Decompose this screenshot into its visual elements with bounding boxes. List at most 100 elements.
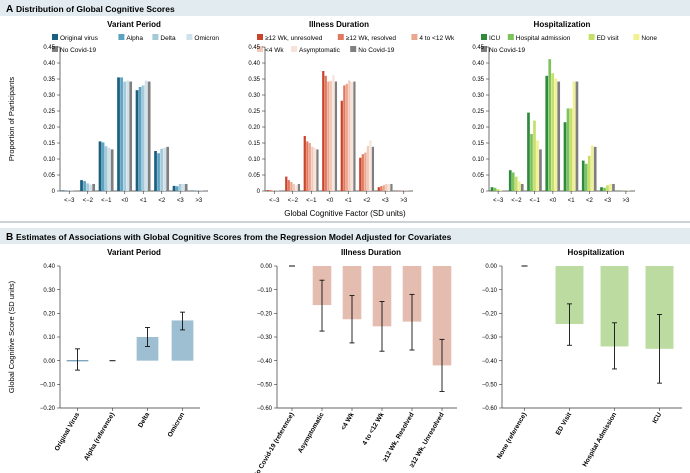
y-tick-label: 0.40 bbox=[43, 61, 55, 67]
legend-swatch bbox=[52, 46, 58, 52]
legend-swatch bbox=[411, 34, 418, 40]
y-tick-label: 0.30 bbox=[43, 288, 55, 294]
bar bbox=[104, 146, 108, 191]
y-tick-label: −0.40 bbox=[257, 359, 273, 365]
bar bbox=[285, 176, 288, 191]
chart-b-variant-period: Variant Period −0.20 −0.10 0.00 0.10 0.20 0.30… bbox=[7, 248, 200, 462]
bar bbox=[313, 147, 317, 191]
x-tick-label: <2 bbox=[363, 198, 371, 204]
bar bbox=[144, 80, 148, 191]
bar bbox=[382, 185, 385, 191]
bar bbox=[581, 160, 585, 191]
x-tick-label: <−2 bbox=[288, 198, 299, 204]
panel-b-title: Estimates of Associations with Global Co… bbox=[16, 232, 452, 242]
y-tick-label: 0 bbox=[52, 189, 56, 195]
legend-label: <4 Wk bbox=[265, 47, 284, 54]
x-tick-label: <−2 bbox=[83, 198, 94, 204]
y-tick-label: 0.25 bbox=[248, 109, 260, 115]
bar bbox=[107, 147, 111, 191]
x-tick-label: <0 bbox=[121, 198, 129, 204]
bar bbox=[269, 190, 272, 191]
bar bbox=[364, 152, 367, 191]
x-tick-label: <4 Wk bbox=[340, 411, 356, 431]
y-tick-label: 0 bbox=[257, 189, 261, 195]
y-tick-label: 0.45 bbox=[43, 45, 55, 51]
bar bbox=[129, 81, 133, 191]
x-tick-label: <1 bbox=[568, 198, 576, 204]
x-tick-label: >3 bbox=[400, 198, 408, 204]
legend-swatch bbox=[588, 34, 595, 40]
bar bbox=[545, 75, 549, 191]
bar bbox=[117, 77, 120, 191]
y-tick-label: −0.10 bbox=[40, 383, 56, 389]
y-tick-label: 0.05 bbox=[472, 173, 484, 179]
bar bbox=[517, 181, 521, 191]
bar bbox=[163, 147, 167, 191]
bar bbox=[380, 186, 383, 191]
bar bbox=[587, 155, 591, 191]
legend-label: Asymptomatic bbox=[299, 47, 341, 54]
bar bbox=[175, 186, 179, 191]
bar bbox=[157, 153, 160, 191]
x-tick-label: None (reference) bbox=[496, 412, 528, 461]
bar bbox=[120, 77, 123, 191]
bar bbox=[308, 143, 311, 191]
bar bbox=[353, 81, 356, 191]
legend-swatch bbox=[481, 46, 487, 52]
x-tick-label: Hospital Admission bbox=[582, 412, 619, 469]
bar bbox=[371, 146, 375, 191]
x-tick-label: <3 bbox=[382, 198, 390, 204]
bar bbox=[303, 135, 306, 191]
y-tick-label: −0.30 bbox=[482, 335, 498, 341]
bar bbox=[387, 183, 391, 191]
x-tick-label: Omicron bbox=[167, 412, 187, 439]
bar bbox=[612, 183, 615, 191]
bar bbox=[160, 148, 163, 191]
x-tick-label: ≥12 Wk, Resolved bbox=[382, 412, 416, 464]
bar bbox=[329, 80, 332, 191]
bar bbox=[520, 183, 524, 191]
bar bbox=[181, 183, 185, 191]
y-tick-label: 0.10 bbox=[43, 157, 55, 163]
legend-label: Original virus bbox=[60, 35, 99, 42]
bar bbox=[311, 146, 314, 191]
chart-b-illness-duration: Illness Duration −0.60 −0.50 −0.40 −0.30 −0.2… bbox=[252, 248, 457, 473]
y-tick-label: −0.60 bbox=[482, 406, 498, 412]
bar bbox=[539, 149, 542, 191]
y-tick-label: −0.60 bbox=[257, 406, 273, 412]
bar bbox=[359, 157, 362, 191]
x-tick-label: <3 bbox=[604, 198, 612, 204]
bar bbox=[135, 90, 139, 191]
bar bbox=[322, 71, 325, 191]
chart-a-variant-period: Variant Period Original virus Alpha Delta Om… bbox=[7, 20, 219, 204]
legend-swatch bbox=[291, 46, 297, 52]
legend-label: ED visit bbox=[597, 35, 619, 42]
bar bbox=[372, 266, 392, 327]
y-tick-label: 0.45 bbox=[248, 45, 260, 51]
y-tick-label: 0.40 bbox=[472, 61, 484, 67]
y-tick-label: 0.05 bbox=[248, 173, 260, 179]
bar bbox=[548, 59, 552, 191]
legend-swatch bbox=[350, 46, 357, 52]
bar bbox=[493, 187, 497, 191]
bar bbox=[569, 108, 573, 191]
legend-swatch bbox=[152, 34, 159, 40]
bar bbox=[499, 190, 503, 191]
x-tick-label: <−3 bbox=[269, 198, 280, 204]
bar bbox=[584, 163, 588, 191]
x-tick-label: Alpha (reference) bbox=[83, 412, 116, 462]
y-tick-label: 0.05 bbox=[43, 173, 55, 179]
chart-title: Hospitalization bbox=[568, 248, 625, 257]
legend-swatch bbox=[52, 34, 58, 40]
legend-label: Delta bbox=[160, 35, 176, 42]
bar bbox=[369, 140, 372, 191]
y-tick-label: 0.45 bbox=[472, 45, 484, 51]
bar bbox=[432, 266, 452, 366]
bar bbox=[572, 81, 576, 191]
bar bbox=[184, 183, 188, 191]
chart-title: Illness Duration bbox=[341, 248, 401, 257]
bar bbox=[64, 190, 68, 191]
bar bbox=[603, 187, 606, 191]
legend-swatch bbox=[257, 34, 263, 40]
bar bbox=[166, 146, 170, 191]
